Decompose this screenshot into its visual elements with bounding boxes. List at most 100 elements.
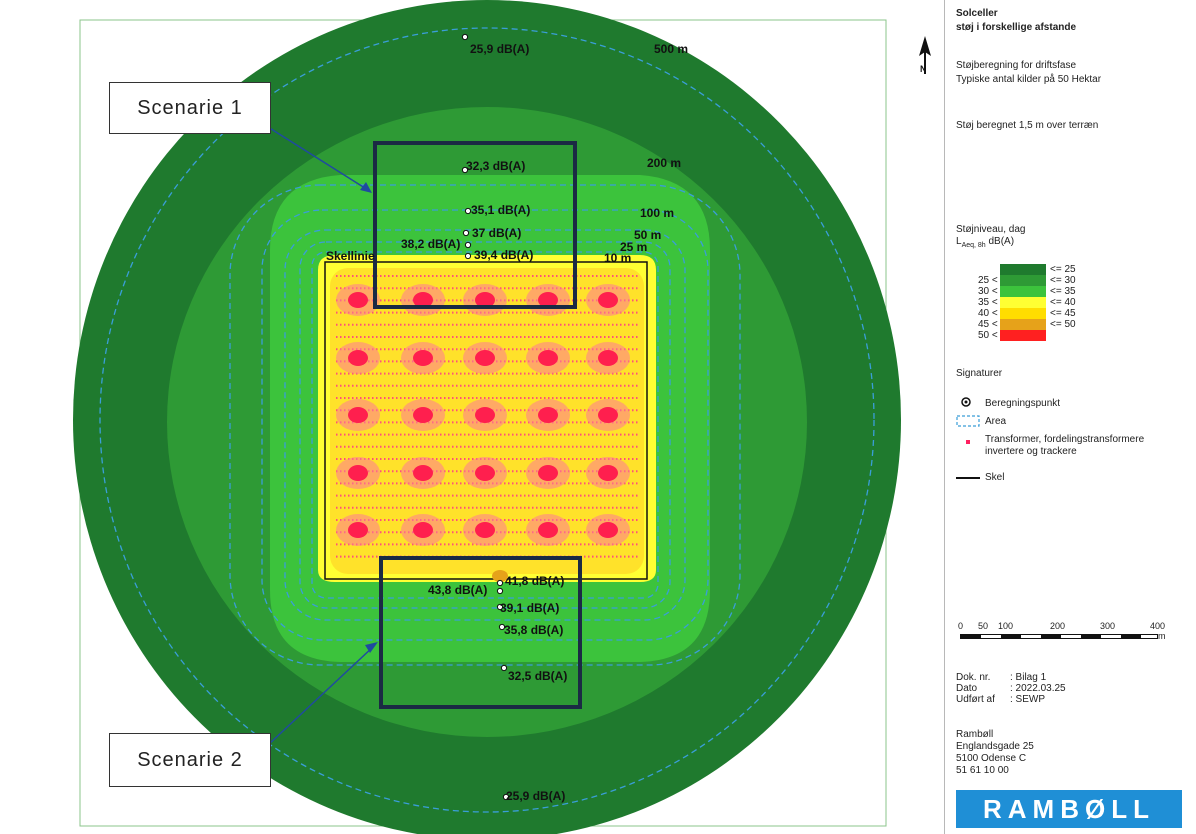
area-icon	[956, 415, 980, 427]
class-left-5: 45 <	[978, 319, 998, 330]
db-label-top-35-1: 35,1 dB(A)	[471, 203, 530, 217]
transformer-core	[598, 522, 618, 538]
date-value: : 2022.03.25	[1010, 683, 1066, 694]
legend-panel	[944, 0, 1196, 834]
calc-point-marker	[496, 603, 504, 611]
transformer-core	[413, 292, 433, 308]
scenario2-arrow	[267, 645, 375, 746]
db-label-bottom-25-9: 25,9 dB(A)	[506, 789, 565, 803]
phone: 51 61 10 00	[956, 765, 1009, 776]
swatch-30-35	[1000, 286, 1046, 297]
transformer-core	[413, 350, 433, 366]
db-label-bottom-35-8: 35,8 dB(A)	[504, 623, 563, 637]
db-label-bottom-39-1: 39,1 dB(A)	[500, 601, 559, 615]
class-left-6: 50 <	[978, 330, 998, 341]
doc-value: : Bilag 1	[1010, 672, 1047, 683]
legend-level-title: Støjniveau, dag	[956, 224, 1026, 235]
scenario2-callout: Scenarie 2	[109, 733, 271, 787]
ring-label-10: 10 m	[604, 251, 631, 265]
address-line1: Englandsgade 25	[956, 741, 1034, 752]
db-label-top-25-9: 25,9 dB(A)	[470, 42, 529, 56]
db-label-top-38-2: 38,2 dB(A)	[401, 237, 460, 251]
class-right-5: <= 45	[1050, 308, 1076, 319]
ring-label-50: 50 m	[634, 228, 661, 242]
transformer-core	[538, 522, 558, 538]
transformer-core	[348, 407, 368, 423]
ring-label-25: 25 m	[620, 240, 647, 254]
transformer-core	[475, 407, 495, 423]
class-right-2: <= 30	[1050, 275, 1076, 286]
calc-point-marker	[496, 587, 504, 595]
class-left-1: 25 <	[978, 275, 998, 286]
transformer-core	[538, 292, 558, 308]
transformer-core	[475, 292, 495, 308]
transformer-core	[598, 350, 618, 366]
by-label: Udført af	[956, 694, 995, 705]
skel-line-icon	[956, 477, 980, 479]
warm-spot	[492, 570, 508, 582]
class-right-6: <= 50	[1050, 319, 1076, 330]
ring-label-200: 200 m	[647, 156, 681, 170]
boundary-label: Skellinie	[326, 249, 375, 263]
legend-height-note: Støj beregnet 1,5 m over terræn	[956, 120, 1099, 131]
class-left-3: 35 <	[978, 297, 998, 308]
db-label-top-39-4: 39,4 dB(A)	[474, 248, 533, 262]
db-label-bottom-43-8: 43,8 dB(A)	[428, 583, 487, 597]
class-right-3: <= 35	[1050, 286, 1076, 297]
legend-title2: støj i forskellige afstande	[956, 22, 1077, 33]
class-right-1: <= 25	[1050, 264, 1076, 275]
calc-point-marker	[464, 207, 472, 215]
transformer-core	[413, 407, 433, 423]
db-label-top-37: 37 dB(A)	[472, 226, 521, 240]
transformer-core	[475, 465, 495, 481]
legend-sig-transformer2: invertere og trackere	[985, 446, 1077, 457]
swatch-le25	[1000, 264, 1046, 275]
class-left-4: 40 <	[978, 308, 998, 319]
swatch-45-50	[1000, 319, 1046, 330]
legend-sig-skel: Skel	[985, 472, 1005, 483]
class-right-4: <= 40	[1050, 297, 1076, 308]
transformer-core	[598, 292, 618, 308]
address-line2: 5100 Odense C	[956, 753, 1027, 764]
class-left-2: 30 <	[978, 286, 998, 297]
transformer-core	[348, 292, 368, 308]
legend-sig-area: Area	[985, 416, 1007, 427]
scenario2-box	[379, 556, 582, 709]
calc-point-marker	[502, 793, 510, 801]
transformer-core	[475, 350, 495, 366]
transformer-core	[475, 522, 495, 538]
north-arrow-icon: N	[919, 36, 931, 74]
legend-sig-point: Beregningspunkt	[985, 398, 1061, 409]
company-name: Rambøll	[956, 729, 994, 740]
calc-point-marker	[461, 166, 469, 174]
scenario1-arrow	[267, 126, 369, 191]
calc-point-marker	[462, 229, 470, 237]
date-label: Dato	[956, 683, 978, 694]
noise-map: 500 m 200 m 100 m 50 m 25 m 10 m Skellin…	[73, 0, 931, 834]
calc-point-marker	[496, 579, 504, 587]
transformer-core	[348, 522, 368, 538]
legend-sub2: Typiske antal kilder på 50 Hektar	[956, 74, 1102, 85]
transformer-core	[348, 465, 368, 481]
transformer-core	[598, 465, 618, 481]
doc-label: Dok. nr.	[956, 672, 991, 683]
calculation-points	[461, 33, 510, 801]
svg-text:N: N	[920, 64, 927, 74]
by-value: : SEWP	[1010, 694, 1046, 705]
scenario1-callout: Scenarie 1	[109, 82, 271, 134]
db-label-top-32-3: 32,3 dB(A)	[466, 159, 525, 173]
transformer-core	[348, 350, 368, 366]
transformer-core	[538, 407, 558, 423]
scenario1-box	[373, 141, 577, 309]
calc-point-marker	[461, 33, 469, 41]
transformer-core	[538, 465, 558, 481]
calc-point-marker	[500, 664, 508, 672]
legend-level-unit: LAeq, 8h dB(A)	[956, 236, 1015, 249]
ring-label-500: 500 m	[654, 42, 688, 56]
legend-title1: Solceller	[956, 8, 998, 19]
ring-label-100: 100 m	[640, 206, 674, 220]
swatch-25-30	[1000, 275, 1046, 286]
db-label-bottom-41-8: 41,8 dB(A)	[505, 574, 564, 588]
transformer-core	[598, 407, 618, 423]
swatch-40-45	[1000, 308, 1046, 319]
